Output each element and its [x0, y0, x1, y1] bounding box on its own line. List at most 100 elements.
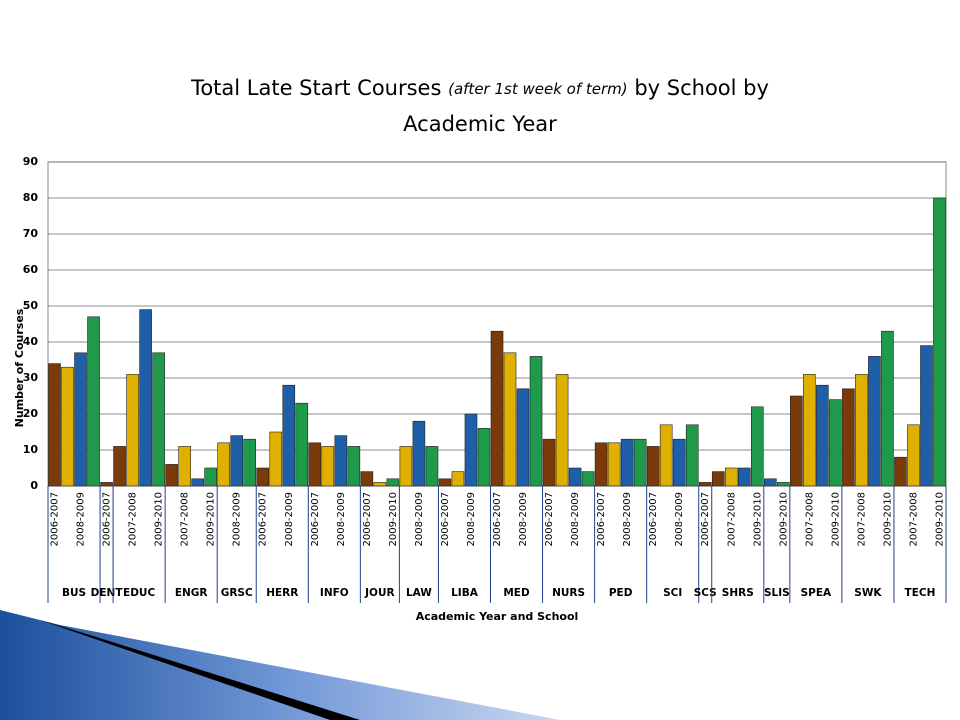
x-year-label: 2008-2009 [414, 492, 425, 547]
x-year-label: 2008-2009 [622, 492, 633, 547]
y-tick-label: 20 [23, 407, 39, 420]
x-school-label: BUS [62, 587, 86, 599]
bar [139, 309, 152, 487]
bar [87, 316, 100, 487]
bar [347, 446, 361, 487]
bar [829, 399, 842, 487]
x-year-label: 2006-2007 [648, 492, 659, 547]
title-end: by School by [634, 76, 769, 100]
bar [126, 374, 139, 487]
title-main: Total Late Start Courses [190, 76, 441, 100]
bar [100, 482, 113, 487]
bar [750, 406, 764, 487]
bar [737, 467, 751, 487]
bar [790, 395, 803, 487]
bar [451, 471, 465, 487]
y-tick-label: 30 [23, 371, 39, 384]
x-year-label: 2006-2007 [310, 492, 321, 547]
x-year-label: 2009-2010 [882, 492, 893, 547]
x-year-label: 2006-2007 [258, 492, 269, 547]
x-school-label: PED [609, 587, 633, 599]
x-year-label: 2006-2007 [440, 492, 451, 547]
bar [920, 345, 933, 487]
bar [152, 352, 165, 487]
bar [842, 388, 855, 487]
x-year-label: 2006-2007 [50, 492, 61, 547]
bar [907, 424, 920, 487]
x-year-label: 2008-2009 [232, 492, 243, 547]
bar [581, 471, 595, 487]
bar [334, 435, 348, 487]
x-year-label: 2008-2009 [570, 492, 581, 547]
x-school-label: SCI [663, 587, 682, 599]
x-school-label: NURS [552, 587, 585, 599]
bar [360, 471, 374, 487]
x-year-label: 2009-2010 [154, 492, 165, 547]
x-year-label: 2009-2010 [934, 492, 945, 547]
bar [204, 467, 217, 487]
bar [74, 352, 87, 487]
bar [386, 478, 400, 487]
x-school-label: JOUR [364, 587, 394, 599]
x-year-label: 2009-2010 [206, 492, 217, 547]
x-school-label: SWK [854, 587, 882, 599]
decor-swoosh-dark [40, 620, 360, 720]
y-tick-label: 0 [30, 479, 38, 492]
y-tick-label: 60 [23, 263, 39, 276]
bar [61, 366, 74, 487]
bar [321, 446, 335, 487]
y-axis-title: Number of Courses [13, 308, 26, 427]
bar [855, 374, 868, 487]
y-tick-label: 80 [23, 191, 39, 204]
title-note: (after 1st week of term) [448, 80, 628, 98]
bar [282, 384, 296, 487]
bar [165, 464, 178, 487]
bar [477, 428, 491, 487]
x-school-label: GRSC [221, 587, 253, 599]
bar [191, 478, 204, 487]
bar [373, 482, 387, 487]
y-tick-label: 40 [23, 335, 39, 348]
y-tick-label: 50 [23, 299, 39, 312]
chart-title-line2: Academic Year [403, 112, 557, 136]
bar [698, 482, 712, 487]
bar [529, 356, 543, 487]
x-school-label: LIBA [451, 587, 479, 599]
x-year-label: 2007-2008 [804, 492, 815, 547]
bar [230, 435, 244, 487]
y-tick-label: 90 [23, 155, 39, 168]
bar [724, 467, 738, 487]
x-year-label: 2008-2009 [518, 492, 529, 547]
bar [685, 424, 699, 487]
bar [308, 442, 322, 487]
x-school-label: SCS [694, 587, 717, 599]
y-tick-label: 70 [23, 227, 39, 240]
bar [295, 402, 309, 487]
bar [217, 442, 231, 487]
bar [646, 446, 660, 487]
x-year-label: 2006-2007 [700, 492, 711, 547]
bar [659, 424, 673, 487]
bar [933, 197, 946, 487]
x-school-label: MED [503, 587, 530, 599]
bar [568, 467, 582, 487]
x-school-label: SHRS [722, 587, 754, 599]
bar [763, 478, 777, 487]
x-year-label: 2009-2010 [778, 492, 789, 547]
x-year-label: 2007-2008 [908, 492, 919, 547]
x-school-label: ENGR [175, 587, 208, 599]
bar [777, 482, 790, 487]
decor-swoosh [0, 610, 560, 720]
bar [243, 438, 257, 487]
bar [620, 438, 634, 487]
x-year-label: 2008-2009 [674, 492, 685, 547]
bar [412, 420, 426, 487]
bar [542, 438, 556, 487]
bar [269, 431, 283, 487]
bar [464, 413, 478, 487]
bar [555, 374, 569, 487]
x-year-label: 2007-2008 [128, 492, 139, 547]
bar [516, 388, 530, 487]
x-school-label: LAW [406, 587, 432, 599]
